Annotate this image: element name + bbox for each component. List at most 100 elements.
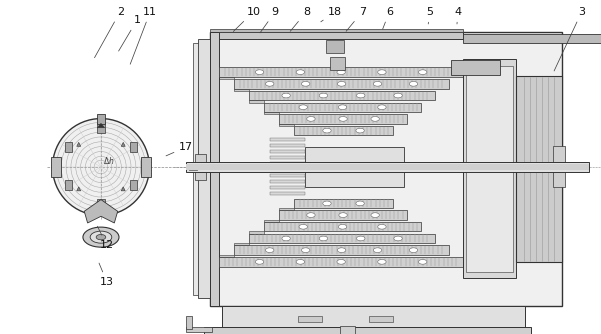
Bar [264, 222, 421, 231]
Bar [130, 180, 138, 190]
Circle shape [266, 81, 274, 86]
Circle shape [302, 81, 310, 86]
Circle shape [282, 93, 290, 98]
Text: 2: 2 [94, 7, 124, 58]
Circle shape [371, 213, 379, 217]
Bar [186, 162, 589, 172]
Bar [234, 245, 450, 255]
Bar [553, 146, 565, 164]
Bar [270, 144, 305, 147]
Text: 18: 18 [321, 7, 343, 22]
Circle shape [339, 213, 347, 217]
Text: 1: 1 [118, 15, 141, 51]
Circle shape [377, 105, 386, 110]
Text: 17: 17 [166, 142, 194, 156]
Bar [249, 231, 264, 234]
Bar [64, 180, 72, 190]
Bar [294, 199, 393, 208]
Bar [451, 60, 499, 75]
Bar [270, 168, 305, 171]
Bar [234, 243, 249, 245]
Circle shape [296, 260, 305, 264]
Circle shape [319, 93, 328, 98]
Circle shape [338, 224, 347, 229]
Text: 9: 9 [260, 7, 279, 33]
Bar [219, 255, 234, 257]
Bar [279, 210, 407, 220]
Text: 5: 5 [426, 7, 433, 24]
Bar [270, 192, 305, 195]
Bar [195, 154, 206, 180]
Bar [64, 142, 72, 152]
Circle shape [356, 93, 365, 98]
Bar [222, 306, 525, 327]
Text: 10: 10 [233, 7, 261, 31]
Text: 4: 4 [454, 7, 462, 24]
Circle shape [299, 105, 307, 110]
Circle shape [282, 236, 290, 241]
Polygon shape [77, 187, 81, 191]
Circle shape [409, 81, 418, 86]
Circle shape [337, 81, 346, 86]
Bar [463, 59, 516, 278]
Circle shape [299, 224, 307, 229]
Circle shape [83, 227, 119, 247]
Bar [330, 57, 345, 70]
Bar [210, 32, 562, 306]
Bar [234, 79, 450, 89]
Bar [186, 316, 192, 329]
Bar [210, 32, 463, 39]
Bar [368, 316, 392, 322]
Circle shape [337, 70, 346, 74]
Polygon shape [77, 142, 81, 146]
Text: 3: 3 [554, 7, 585, 71]
Bar [466, 66, 513, 272]
Bar [204, 327, 531, 334]
Circle shape [394, 93, 402, 98]
Circle shape [377, 70, 386, 74]
Circle shape [302, 248, 310, 253]
Circle shape [323, 128, 331, 133]
Text: 8: 8 [290, 7, 310, 31]
Bar [186, 164, 589, 170]
Text: 12: 12 [97, 226, 114, 250]
Bar [234, 89, 249, 91]
Circle shape [356, 236, 365, 241]
Bar [298, 316, 322, 322]
Bar [249, 91, 435, 100]
Bar [198, 39, 210, 298]
Polygon shape [84, 200, 118, 223]
Circle shape [377, 224, 386, 229]
Circle shape [296, 70, 305, 74]
Bar [279, 124, 294, 126]
Bar [97, 123, 105, 133]
Text: 11: 11 [130, 7, 157, 64]
Bar [270, 174, 305, 177]
Circle shape [394, 236, 402, 241]
Circle shape [338, 105, 347, 110]
Bar [326, 40, 344, 53]
Text: 6: 6 [383, 7, 393, 29]
Polygon shape [121, 187, 125, 191]
Bar [264, 103, 421, 112]
Bar [97, 114, 105, 124]
Circle shape [255, 70, 264, 74]
Circle shape [255, 260, 264, 264]
Bar [210, 32, 219, 306]
Bar [279, 114, 407, 124]
Bar [463, 34, 601, 43]
Bar [270, 180, 305, 183]
Text: 13: 13 [99, 263, 114, 287]
Bar [130, 142, 138, 152]
Bar [189, 164, 197, 170]
Circle shape [319, 236, 328, 241]
Circle shape [90, 231, 112, 243]
Bar [97, 199, 105, 208]
Circle shape [266, 248, 274, 253]
Circle shape [373, 81, 382, 86]
Bar [270, 150, 305, 153]
Polygon shape [121, 142, 125, 146]
Bar [294, 126, 393, 135]
Bar [249, 234, 435, 243]
Circle shape [307, 117, 315, 121]
